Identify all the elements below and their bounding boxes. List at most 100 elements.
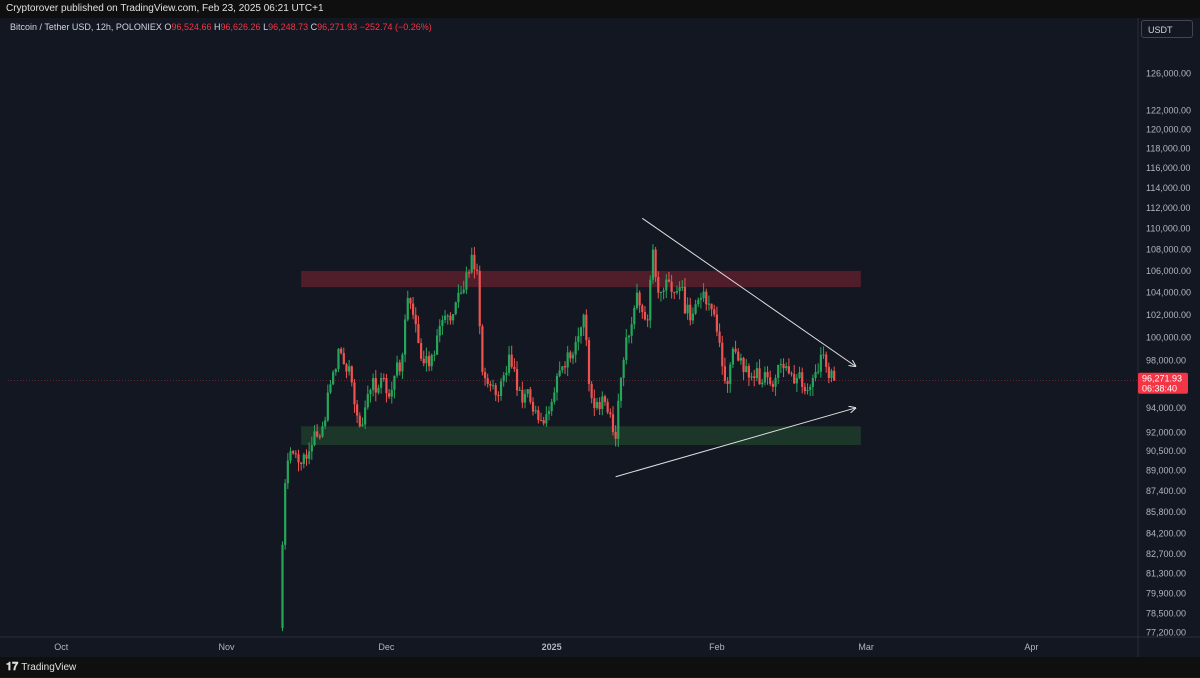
candle (771, 383, 774, 387)
candle (449, 315, 452, 321)
candle (526, 389, 529, 394)
candle (510, 354, 513, 368)
candle (718, 331, 721, 343)
candle (388, 393, 391, 397)
candle (409, 298, 412, 304)
candle (809, 386, 812, 390)
y-tick-label: 79,900.00 (1146, 588, 1186, 598)
y-tick-label: 87,400.00 (1146, 486, 1186, 496)
y-tick-label: 126,000.00 (1146, 69, 1191, 79)
candle (380, 378, 383, 388)
candle (324, 420, 327, 427)
candle (779, 364, 782, 366)
candle (478, 270, 481, 327)
candle (491, 385, 495, 387)
candle (787, 366, 790, 374)
candle (833, 370, 836, 381)
candle (486, 378, 489, 384)
candle (595, 402, 599, 408)
candle (633, 307, 636, 325)
candle (763, 372, 766, 383)
y-tick-label: 106,000.00 (1146, 266, 1191, 276)
candle (507, 354, 511, 373)
candle (638, 292, 641, 306)
y-tick-label: 108,000.00 (1146, 245, 1191, 255)
candle (494, 385, 497, 395)
candle (739, 357, 743, 361)
candle (651, 249, 655, 280)
candle (566, 352, 569, 368)
descending-trendline (642, 217, 855, 366)
footer-brand: TradingView (21, 662, 77, 673)
x-tick-label: 2025 (542, 642, 562, 652)
candle (737, 351, 740, 361)
candle (531, 401, 535, 412)
bar-countdown: 06:38:40 (1142, 384, 1177, 394)
candle (659, 292, 663, 294)
candle (641, 305, 644, 313)
candle (281, 544, 284, 629)
x-tick-label: Feb (709, 642, 725, 652)
x-tick-label: Mar (858, 642, 874, 652)
candle (515, 368, 519, 391)
candle (302, 454, 305, 464)
candle (401, 354, 404, 372)
candle (473, 254, 476, 270)
y-tick-label: 102,000.00 (1146, 310, 1191, 320)
price-chart[interactable]: 126,000.00 122,000.00 120,000.00 118,000.00… (0, 18, 1200, 657)
candle (462, 289, 465, 293)
candle (310, 444, 313, 452)
currency-selector[interactable]: USDT (1141, 20, 1193, 38)
y-tick-label: 81,300.00 (1146, 569, 1186, 579)
last-price-value: 96,271.93 (1142, 374, 1182, 384)
candle (403, 319, 407, 355)
candle (753, 376, 756, 379)
candle (553, 392, 556, 402)
x-tick-label: Apr (1024, 642, 1038, 652)
candle (499, 381, 503, 396)
candle (364, 407, 367, 425)
candle (366, 394, 369, 408)
candle (318, 436, 321, 438)
chart-area[interactable]: 126,000.00 122,000.00 120,000.00 118,000.00… (0, 18, 1200, 657)
candle (316, 431, 319, 437)
candle (550, 401, 553, 412)
footer-bar: 𝟏𝟕 TradingView (0, 657, 1200, 677)
candle (827, 366, 830, 379)
candle (609, 412, 612, 415)
candle (539, 420, 543, 422)
candle (329, 384, 332, 393)
candle (742, 357, 745, 373)
candle (414, 314, 417, 325)
candle (702, 291, 705, 299)
candle (292, 451, 295, 454)
candle (326, 392, 329, 421)
resistance-zone (301, 270, 861, 288)
candle (798, 372, 801, 379)
close-value: 96,271.93 (317, 22, 358, 32)
candle (297, 454, 300, 463)
candle (345, 364, 348, 372)
candle (761, 382, 764, 385)
y-tick-label: 92,000.00 (1146, 427, 1186, 437)
candle (571, 354, 575, 359)
candle (707, 303, 711, 305)
candle (654, 249, 657, 278)
candle (529, 389, 532, 402)
candle (313, 431, 316, 445)
ascending-trendline (615, 408, 856, 478)
candle (686, 304, 689, 314)
candle (721, 342, 724, 367)
candle (694, 304, 697, 314)
candle (758, 368, 761, 385)
candle (811, 378, 814, 387)
candle (675, 291, 679, 293)
candle (382, 378, 385, 380)
candle (340, 348, 343, 353)
candle (411, 303, 415, 315)
candle (406, 298, 409, 320)
candle (337, 348, 340, 370)
ohlc-legend: Bitcoin / Tether USD, 12h, POLONIEX O96,… (10, 22, 432, 32)
publish-header: Cryptorover published on TradingView.com… (0, 0, 1200, 18)
y-tick-label: 89,000.00 (1146, 465, 1186, 475)
